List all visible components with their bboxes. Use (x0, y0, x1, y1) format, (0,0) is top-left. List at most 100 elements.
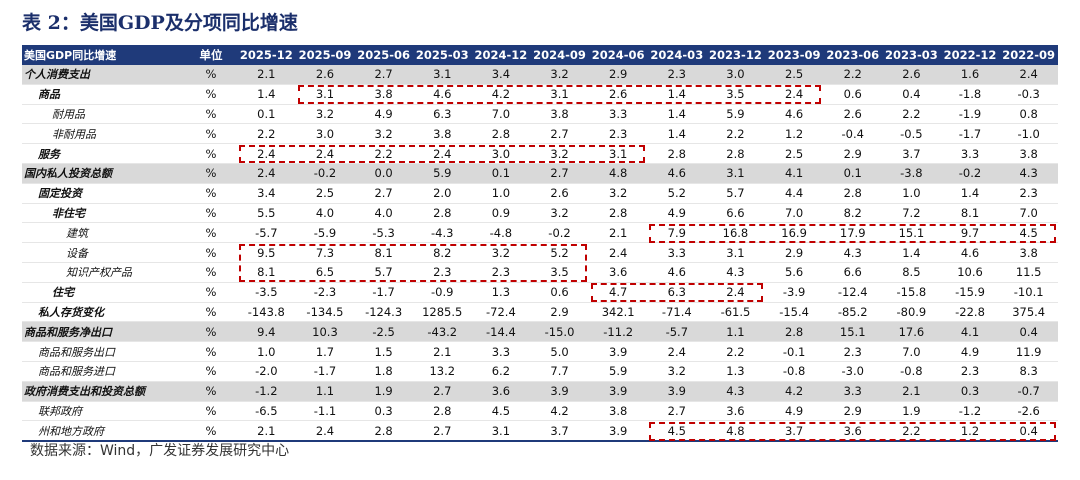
value-cell: 3.2 (530, 203, 589, 224)
value-cell: -12.4 (823, 282, 883, 303)
value-cell: -10.1 (999, 282, 1058, 303)
unit-cell: % (185, 183, 237, 204)
value-cell: -5.7 (237, 222, 296, 244)
value-cell: 2.7 (354, 183, 413, 204)
value-cell: 3.2 (530, 65, 589, 85)
value-cell: 3.8 (354, 84, 413, 105)
value-cell: 2.4 (647, 341, 707, 362)
row-label: 固定投资 (22, 183, 185, 204)
unit-cell: % (185, 242, 237, 263)
row-label: 服务 (22, 143, 185, 164)
value-cell: 10.6 (940, 262, 1000, 283)
unit-cell: % (185, 222, 237, 244)
row-label: 政府消费支出和投资总额 (22, 381, 185, 402)
value-cell: 3.3 (647, 242, 707, 263)
value-cell: 2.8 (647, 143, 707, 164)
value-cell: 2.7 (530, 163, 589, 184)
value-cell: -0.7 (999, 381, 1058, 402)
value-cell: 2.7 (412, 381, 472, 402)
row-label: 非耐用品 (22, 123, 185, 145)
table-row: 州和地方政府% 2.1 2.4 2.8 2.7 3.1 3.7 3.9 4.5 4.8 3.7 3.6… (22, 420, 1058, 443)
value-cell: 3.2 (295, 104, 355, 125)
value-cell: 8.1 (354, 242, 413, 263)
row-label: 商品和服务出口 (22, 341, 185, 362)
value-cell: 3.0 (471, 143, 531, 164)
value-cell: 2.3 (588, 123, 648, 145)
value-cell: 3.0 (706, 65, 765, 85)
table-row: 商品% 1.4 3.1 3.8 4.6 4.2 3.1 2.6 1.4 3.5 2.4 0.6 0.4-… (22, 84, 1058, 105)
table-row: 知识产权产品% 8.1 6.5 5.7 2.3 2.3 3.5 3.6 4.6 4.3 5.6 6.6… (22, 262, 1058, 283)
value-cell: 1.6 (940, 65, 1000, 85)
value-cell: -1.2 (237, 381, 296, 402)
value-cell: 3.4 (237, 183, 296, 204)
row-label: 个人消费支出 (22, 65, 185, 85)
value-cell: 8.2 (412, 242, 472, 263)
header-cell: 2023-12 (706, 45, 765, 65)
value-cell: 4.8 (706, 420, 765, 443)
value-cell: 2.3 (823, 341, 883, 362)
value-cell: 4.3 (706, 262, 765, 283)
value-cell: 2.8 (412, 203, 472, 224)
value-cell: 2.4 (764, 84, 824, 105)
value-cell: 1.4 (647, 104, 707, 125)
value-cell: 1.4 (237, 84, 296, 105)
table-row: 商品和服务净出口% 9.4 10.3 -2.5 -43.2 -14.4 -15.0 -11.2… (22, 321, 1058, 343)
value-cell: -0.8 (764, 361, 824, 382)
unit-cell: % (185, 341, 237, 362)
value-cell: 4.0 (295, 203, 355, 224)
value-cell: 3.8 (999, 143, 1058, 164)
value-cell: 3.2 (647, 361, 707, 382)
row-label: 州和地方政府 (22, 420, 185, 443)
unit-cell: % (185, 84, 237, 105)
table-row: 住宅% -3.5 -2.3 -1.7 -0.9 1.3 0.6 4.7 6.3 2.4 -3.9 -1… (22, 282, 1058, 303)
value-cell: 2.1 (588, 222, 648, 244)
value-cell: 6.3 (647, 282, 707, 303)
value-cell: 4.0 (354, 203, 413, 224)
value-cell: 1.0 (471, 183, 531, 204)
unit-cell: % (185, 361, 237, 382)
value-cell: 2.4 (588, 242, 648, 263)
value-cell: -22.8 (940, 302, 1000, 323)
unit-cell: % (185, 65, 237, 85)
value-cell: 2.6 (823, 104, 883, 125)
value-cell: 2.2 (706, 341, 765, 362)
value-cell: -1.9 (940, 104, 1000, 125)
value-cell: 15.1 (882, 222, 941, 244)
value-cell: -5.9 (295, 222, 355, 244)
value-cell: 3.0 (295, 123, 355, 145)
value-cell: 3.2 (354, 123, 413, 145)
header-cell: 2022-09 (999, 45, 1058, 65)
value-cell: 2.4 (295, 420, 355, 443)
value-cell: -61.5 (706, 302, 765, 323)
value-cell: 7.3 (295, 242, 355, 263)
value-cell: -0.9 (412, 282, 472, 303)
value-cell: 4.3 (999, 163, 1058, 184)
unit-cell: % (185, 262, 237, 283)
value-cell: 2.6 (588, 84, 648, 105)
value-cell: 3.2 (471, 242, 531, 263)
row-label: 非住宅 (22, 203, 185, 224)
table-row: 耐用品% 0.1 3.2 4.9 6.3 7.0 3.8 3.3 1.4 5.9 4.6 2.6 2.2… (22, 104, 1058, 125)
value-cell: 2.8 (823, 183, 883, 204)
value-cell: 9.4 (237, 321, 296, 343)
value-cell: 15.1 (823, 321, 883, 343)
value-cell: -1.7 (940, 123, 1000, 145)
row-label: 商品和服务进口 (22, 361, 185, 382)
value-cell: 2.3 (940, 361, 1000, 382)
value-cell: 3.4 (471, 65, 531, 85)
value-cell: -14.4 (471, 321, 531, 343)
value-cell: -3.8 (882, 163, 941, 184)
value-cell: 3.9 (588, 341, 648, 362)
row-label: 设备 (22, 242, 185, 263)
value-cell: 2.3 (999, 183, 1058, 204)
value-cell: 2.7 (530, 123, 589, 145)
value-cell: -0.3 (999, 84, 1058, 105)
value-cell: 3.8 (588, 401, 648, 422)
value-cell: 2.8 (412, 401, 472, 422)
value-cell: -0.2 (530, 222, 589, 244)
value-cell: 4.9 (940, 341, 1000, 362)
value-cell: 1.4 (882, 242, 941, 263)
value-cell: 4.3 (706, 381, 765, 402)
value-cell: 7.0 (471, 104, 531, 125)
value-cell: 3.3 (823, 381, 883, 402)
